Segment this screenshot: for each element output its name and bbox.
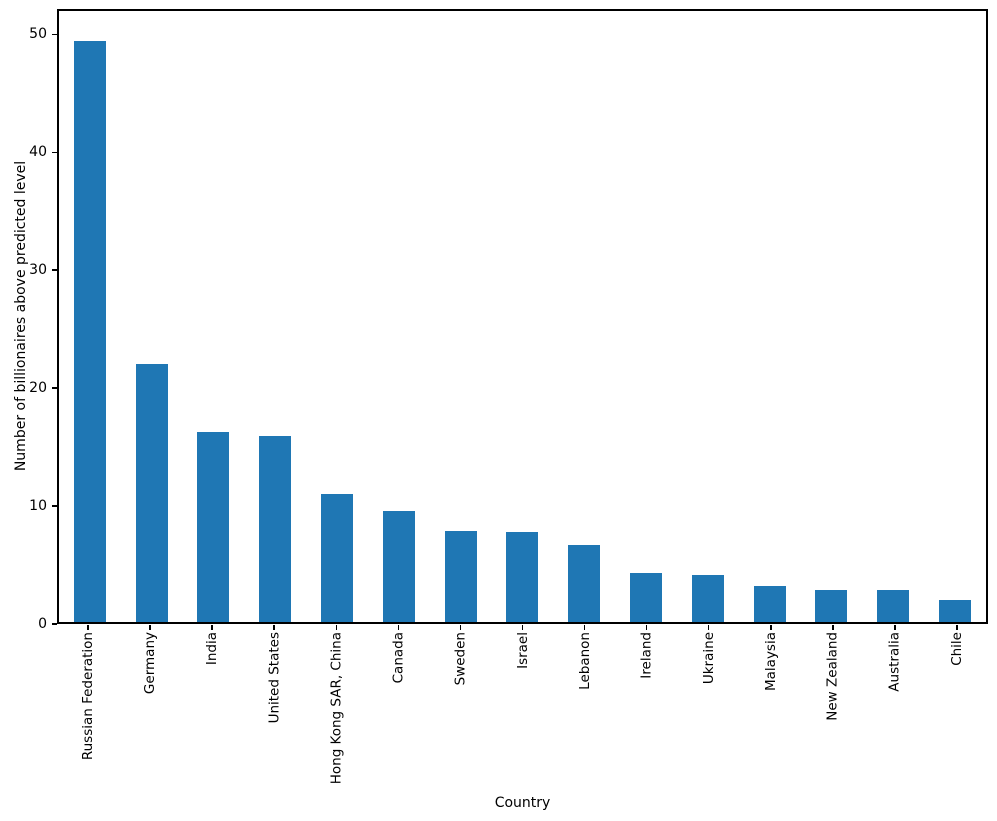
y-tick-label: 20: [29, 380, 47, 397]
x-tick-label-slot: Israel: [491, 632, 553, 807]
y-tick-label: 40: [29, 144, 47, 161]
bar-slot: [739, 11, 801, 622]
x-tick-label: Israel: [514, 632, 531, 669]
bar-slot: [368, 11, 430, 622]
x-tick-label-slot: New Zealand: [802, 632, 864, 807]
bar-slot: [924, 11, 986, 622]
x-tick-label: Germany: [142, 632, 159, 695]
bar-malaysia: [753, 585, 786, 622]
x-tick-label: United States: [266, 632, 283, 724]
bar-slot: [553, 11, 615, 622]
x-tick-label-slot: Australia: [864, 632, 926, 807]
bars-container: [59, 11, 986, 622]
bar-india: [197, 432, 230, 622]
x-tick-label: Lebanon: [576, 632, 593, 690]
x-tick-label-slot: Ukraine: [678, 632, 740, 807]
x-tick-label: Hong Kong SAR, China: [328, 632, 345, 785]
plot-area: [57, 9, 988, 624]
y-tick-mark: [52, 623, 57, 625]
bar-united-states: [259, 435, 292, 622]
x-tick-label: Chile: [948, 632, 965, 666]
bar-slot: [615, 11, 677, 622]
x-tick-label: Russian Federation: [80, 632, 97, 761]
bar-ireland: [630, 572, 663, 622]
bar-slot: [801, 11, 863, 622]
bar-slot: [244, 11, 306, 622]
x-tick-mark: [521, 625, 524, 630]
bar-hong-kong-sar-china: [321, 494, 354, 622]
x-tick-label-slot: Sweden: [429, 632, 491, 807]
x-tick-label-slot: Malaysia: [740, 632, 802, 807]
bar-slot: [121, 11, 183, 622]
x-tick-mark: [645, 625, 648, 630]
x-tick-label-slot: Ireland: [616, 632, 678, 807]
x-tick-label: Ireland: [638, 632, 655, 679]
y-tick-label: 0: [38, 616, 47, 632]
x-tick-mark: [335, 625, 338, 630]
x-tick-label-slot: Canada: [367, 632, 429, 807]
x-tick-mark: [149, 625, 151, 630]
y-tick-mark: [52, 387, 57, 389]
x-tick-mark: [707, 625, 710, 630]
y-tick-label: 30: [29, 262, 47, 279]
x-tick-mark: [87, 625, 89, 630]
x-tick-label: Ukraine: [700, 632, 717, 685]
bar-slot: [430, 11, 492, 622]
x-tick-label: Sweden: [452, 632, 469, 686]
x-tick-label-slot: Chile: [926, 632, 988, 807]
x-tick-label-slot: Russian Federation: [57, 632, 119, 807]
bar-slot: [183, 11, 245, 622]
bar-chile: [939, 599, 972, 622]
x-tick-label-slot: Germany: [119, 632, 181, 807]
bar-australia: [877, 590, 910, 622]
bar-slot: [59, 11, 121, 622]
bar-israel: [506, 531, 539, 622]
bar-new-zealand: [815, 589, 848, 622]
bar-ukraine: [691, 575, 724, 622]
bar-canada: [382, 510, 415, 622]
bar-russian-federation: [73, 40, 106, 622]
bar-lebanon: [568, 544, 601, 622]
x-tick-mark: [397, 625, 400, 630]
x-tick-mark: [583, 625, 586, 630]
x-tick-label-slot: India: [181, 632, 243, 807]
bar-sweden: [444, 530, 477, 622]
x-tick-mark: [211, 625, 213, 630]
x-tick-label: Malaysia: [762, 632, 779, 691]
y-tick-label: 50: [29, 26, 47, 43]
x-tick-label: Australia: [886, 632, 903, 692]
x-tick-label: India: [204, 632, 221, 666]
bar-slot: [677, 11, 739, 622]
bar-germany: [135, 364, 168, 622]
x-tick-label: New Zealand: [824, 632, 841, 721]
x-tick-label-slot: Hong Kong SAR, China: [305, 632, 367, 807]
y-axis-title: Number of billionaires above predicted l…: [13, 160, 29, 472]
y-tick-mark: [52, 505, 57, 507]
bar-slot: [306, 11, 368, 622]
y-tick-mark: [52, 33, 57, 36]
x-axis-title: Country: [494, 795, 551, 811]
x-tick-label-slot: United States: [243, 632, 305, 807]
y-tick-label: 10: [29, 498, 47, 515]
x-tick-mark: [894, 625, 896, 630]
y-tick-mark: [52, 269, 57, 271]
x-tick-label: Canada: [390, 632, 407, 684]
x-tick-mark: [832, 625, 834, 630]
x-tick-mark: [770, 625, 772, 630]
x-tick-mark: [956, 625, 958, 630]
x-tick-mark: [459, 625, 462, 630]
bar-slot: [492, 11, 554, 622]
x-axis-tick-labels: Russian Federation Germany India United Sta…: [57, 632, 988, 807]
x-tick-label-slot: Lebanon: [554, 632, 616, 807]
bar-slot: [862, 11, 924, 622]
y-tick-mark: [52, 151, 57, 154]
x-tick-mark: [273, 625, 275, 630]
